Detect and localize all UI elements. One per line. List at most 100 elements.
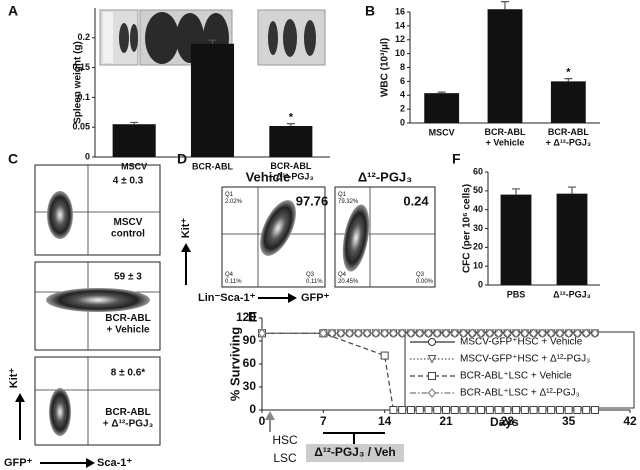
flow-plot: 0.24 Q1 79.32% Q4 20.45% Q3 0.00% <box>334 186 436 288</box>
marker <box>468 328 477 339</box>
x-tick-label: 35 <box>562 414 576 428</box>
marker <box>573 328 582 339</box>
panel-label: C <box>8 151 18 167</box>
panel-label: A <box>8 3 18 19</box>
marker <box>582 406 591 414</box>
arrow-head <box>288 293 297 303</box>
percentage: 59 ± 3 <box>114 272 142 283</box>
y-axis-label: WBC (10³/µl) <box>380 38 391 97</box>
y-axis-label: Kit⁺ <box>180 218 192 239</box>
annotation: * <box>289 112 294 124</box>
quadrant-label: Q1 79.32% <box>338 192 359 205</box>
marker <box>428 338 436 346</box>
marker <box>477 406 486 414</box>
y-tick-label: 16 <box>395 6 405 16</box>
marker <box>424 406 433 414</box>
marker <box>389 328 398 339</box>
marker <box>450 406 459 414</box>
quadrant-label: Q4 0.11% <box>225 272 242 285</box>
y-tick-label: 60 <box>473 166 483 176</box>
arrow-label: LSC <box>273 451 297 465</box>
bar <box>487 9 523 124</box>
x-tick-label: 0 <box>259 414 266 428</box>
y-tick-label: 30 <box>473 223 483 233</box>
x-tick-label: BCR-ABL + Δ¹²-PGJ₃ <box>268 161 313 181</box>
y-tick-label: 0 <box>478 279 483 289</box>
marker <box>468 406 477 414</box>
marker <box>547 406 556 414</box>
x-axis-label: Days <box>490 415 519 429</box>
spleen-photos <box>99 9 326 66</box>
x-tick-label: MSCV <box>121 161 147 171</box>
marker <box>555 406 564 414</box>
marker <box>433 328 442 339</box>
annotation: * <box>566 67 571 79</box>
marker <box>345 328 354 339</box>
marker <box>520 328 530 339</box>
marker <box>494 328 503 339</box>
x-tick-label: BCR-ABL + Δ¹²-PGJ₃ <box>546 127 591 147</box>
marker <box>428 372 436 380</box>
marker <box>354 328 363 339</box>
y-tick-label: 60 <box>243 356 257 370</box>
y-tick-label: 14 <box>395 20 405 30</box>
y-tick-label: 2 <box>400 104 405 114</box>
marker <box>450 328 459 339</box>
arrow-head <box>86 458 95 468</box>
error-bar <box>564 78 573 82</box>
marker <box>398 328 407 339</box>
marker <box>538 328 547 339</box>
x-tick-label: BCR-ABL + Vehicle <box>485 127 526 147</box>
treatment-label: Δ¹²-PGJ₃ / Veh <box>314 445 396 459</box>
legend-box <box>404 331 635 409</box>
marker <box>520 406 529 414</box>
marker <box>485 328 494 339</box>
error-bar <box>437 91 446 94</box>
y-tick-label: 6 <box>400 76 405 86</box>
marker <box>564 406 573 414</box>
error-bar <box>512 188 520 195</box>
percentage: 4 ± 0.3 <box>113 176 144 187</box>
marker <box>555 328 565 339</box>
marker <box>371 328 381 339</box>
legend-label: BCR-ABL⁺LSC + Δ¹²-PGJ₃ <box>460 388 580 399</box>
legend-label: MSCV-GFP⁺HSC + Vehicle <box>460 337 583 348</box>
marker <box>442 406 450 414</box>
marker <box>406 406 415 414</box>
marker <box>427 388 437 398</box>
error-bar <box>286 123 295 127</box>
y-tick-label: 90 <box>243 333 257 347</box>
y-axis-label: Kit⁺ <box>8 368 20 389</box>
y-axis-label: % Surviving <box>227 327 242 401</box>
x-tick-label: MSCV <box>429 127 455 137</box>
marker <box>433 406 442 414</box>
marker <box>257 328 267 339</box>
arrow-head <box>15 393 25 402</box>
marker <box>503 406 512 414</box>
y-tick-label: 8 <box>400 62 405 72</box>
y-tick-label: 120 <box>236 310 256 324</box>
bar <box>112 124 156 157</box>
arrow-head <box>181 243 191 252</box>
treatment-bracket <box>323 432 385 444</box>
error-bar <box>208 39 217 44</box>
treatment-box <box>306 444 404 462</box>
y-tick-label: 30 <box>243 379 257 393</box>
marker <box>362 328 372 339</box>
marker <box>424 328 433 339</box>
marker <box>503 328 512 339</box>
legend-label: MSCV-GFP⁺HSC + Δ¹²-PGJ₃ <box>460 354 590 365</box>
y-tick-label: 0.2 <box>77 32 90 42</box>
x-axis-label: GFP⁺ <box>301 292 330 304</box>
y-tick-label: 0 <box>400 117 405 127</box>
marker <box>590 328 600 339</box>
flow-plot: 4 ± 0.3 MSCV control <box>34 164 161 256</box>
y-tick-label: 10 <box>395 48 405 58</box>
bar <box>190 43 235 158</box>
flow-plot: 97.76 Q1 2.02% Q4 0.11% Q3 0.11% <box>221 186 328 288</box>
marker <box>459 328 468 339</box>
y-tick-label: 0.1 <box>77 92 90 102</box>
y-tick-label: 50 <box>473 185 483 195</box>
y-tick-label: 4 <box>400 90 405 100</box>
